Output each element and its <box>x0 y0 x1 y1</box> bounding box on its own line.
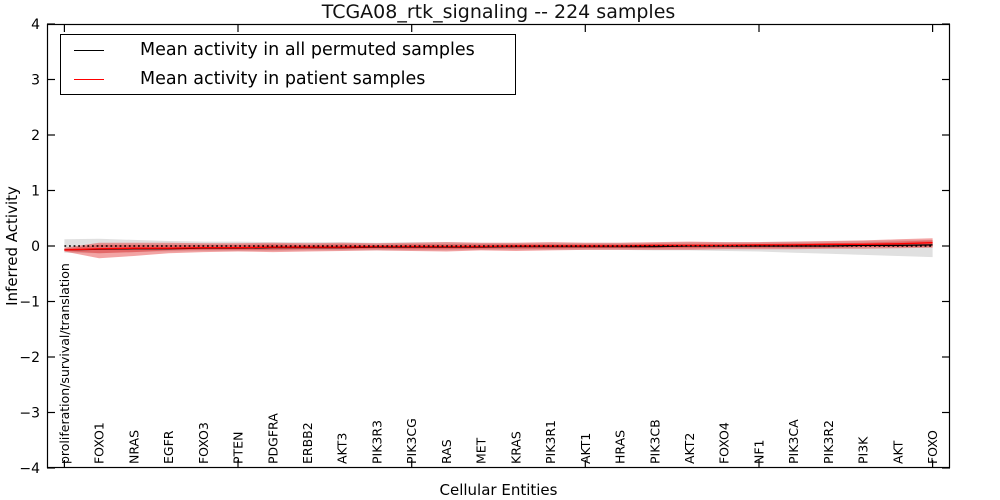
x-tick-label: FOXO3 <box>196 422 211 464</box>
permuted-samples-std-band <box>64 238 933 258</box>
x-tick-label: MET <box>474 437 489 464</box>
x-tick-label: EGFR <box>161 430 176 464</box>
y-tick-label: −3 <box>19 406 40 422</box>
y-tick-label: 4 <box>31 17 40 33</box>
x-tick-label: PTEN <box>231 432 246 464</box>
y-tick-label: −1 <box>19 295 40 311</box>
y-tick-label: 2 <box>31 128 40 144</box>
legend-label-patient: Mean activity in patient samples <box>140 69 426 89</box>
x-tick-label: PIK3CG <box>404 418 419 464</box>
x-tick-label: AKT3 <box>335 433 350 464</box>
x-tick-label: NF1 <box>752 440 767 465</box>
patient-line-swatch-icon <box>74 78 104 80</box>
y-tick-label: 0 <box>31 239 40 255</box>
x-tick-label: FOXO <box>925 430 940 464</box>
x-tick-label: PIK3R1 <box>543 420 558 464</box>
x-tick-label: AKT1 <box>578 433 593 464</box>
x-tick-label: ERBB2 <box>300 422 315 464</box>
y-tick-label: −4 <box>19 461 40 477</box>
x-tick-label: PI3K <box>856 436 871 464</box>
x-tick-label: HRAS <box>613 430 628 464</box>
x-tick-label: NRAS <box>126 430 141 464</box>
legend-label-permuted: Mean activity in all permuted samples <box>140 40 475 60</box>
x-tick-label: PIK3CB <box>647 419 662 464</box>
x-tick-label: RAS <box>439 439 454 464</box>
x-tick-label: PIK3R3 <box>369 420 384 464</box>
x-tick-label: PIK3R2 <box>821 420 836 464</box>
legend-item-patient: Mean activity in patient samples <box>61 65 515 93</box>
x-tick-label: proliferation/survival/translation <box>57 263 72 464</box>
y-axis-title: Inferred Activity <box>3 186 21 306</box>
chart-title: TCGA08_rtk_signaling -- 224 samples <box>321 1 676 23</box>
x-tick-label: AKT2 <box>682 433 697 464</box>
legend: Mean activity in all permuted samples Me… <box>60 34 516 95</box>
legend-item-permuted: Mean activity in all permuted samples <box>61 36 515 64</box>
x-tick-label: FOXO1 <box>92 422 107 464</box>
x-axis-title: Cellular Entities <box>439 481 558 499</box>
x-tick-label: AKT <box>890 440 905 464</box>
y-tick-label: 3 <box>31 73 40 89</box>
permuted-line-swatch-icon <box>74 49 104 51</box>
x-tick-label: PIK3CA <box>786 419 801 464</box>
y-tick-label: −2 <box>19 350 40 366</box>
x-tick-label: FOXO4 <box>717 422 732 464</box>
x-tick-label: PDGFRA <box>265 413 280 464</box>
x-tick-label: KRAS <box>508 431 523 464</box>
y-tick-label: 1 <box>31 184 40 200</box>
patient-samples-std-outer-band <box>64 238 933 259</box>
